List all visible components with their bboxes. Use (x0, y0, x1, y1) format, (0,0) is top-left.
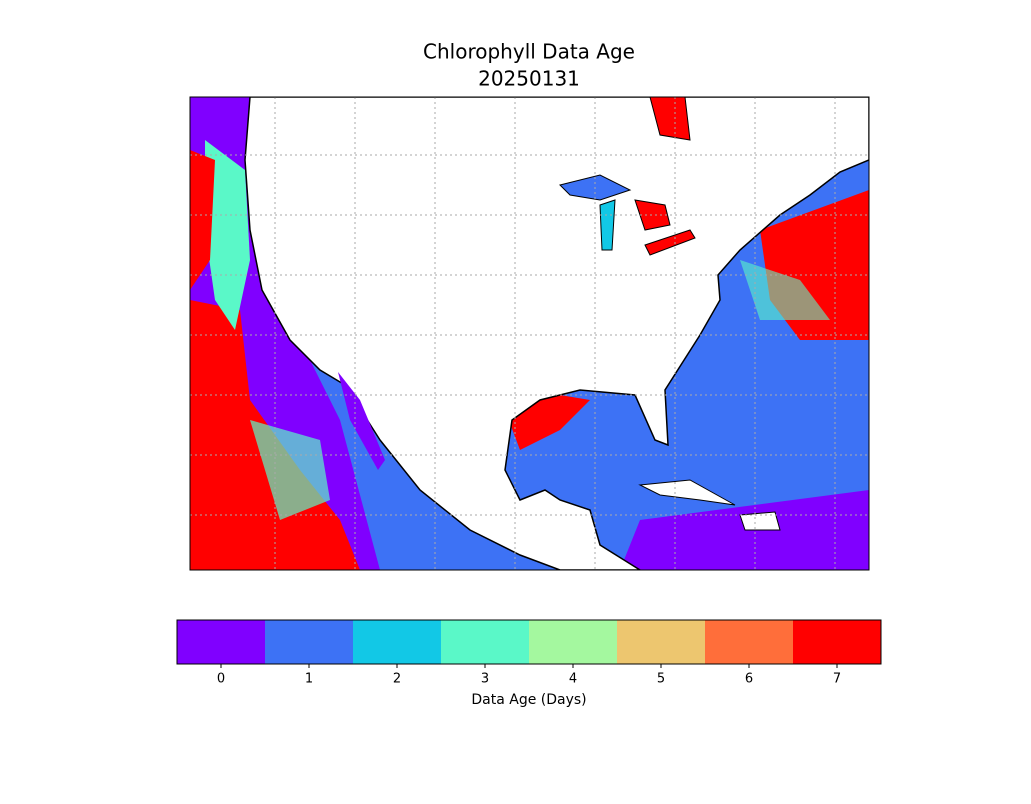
colorbar-swatch (705, 620, 794, 664)
graticule (190, 97, 869, 570)
colorbar-tick-label: 6 (745, 672, 753, 687)
lake-michigan (599, 199, 616, 251)
colorbar-tick-label: 3 (481, 672, 489, 687)
hudson-bay (649, 97, 691, 141)
pacific-patch (205, 140, 250, 330)
colorbar-label: Data Age (Days) (471, 692, 586, 708)
colorbar-tick-label: 1 (305, 672, 313, 687)
gulf-of-california (338, 372, 385, 470)
colorbar-tick-label: 0 (217, 672, 225, 687)
pacific-patch (190, 150, 215, 290)
hispaniola (739, 511, 781, 531)
colorbar-swatch (441, 620, 530, 664)
colorbar-swatch (617, 620, 706, 664)
colorbar-swatch (793, 620, 882, 664)
pacific-patch (250, 420, 330, 520)
colorbar-swatch (353, 620, 442, 664)
colorbar-swatch (177, 620, 266, 664)
colorbar-tick-label: 7 (833, 672, 841, 687)
colorbar-swatch (529, 620, 618, 664)
colorbar-swatch (265, 620, 354, 664)
map (190, 97, 869, 570)
colorbar-frame (176, 619, 882, 665)
colorbar-tick-label: 5 (657, 672, 665, 687)
colorbar-tick-label: 2 (393, 672, 401, 687)
colorbar: 0 1 2 3 4 5 6 7 (177, 620, 882, 687)
lake-huron (634, 199, 671, 231)
lake-erie (644, 229, 696, 256)
map-frame (189, 96, 870, 571)
map-title: Chlorophyll Data Age (423, 40, 635, 64)
colorbar-tick-label: 4 (569, 672, 577, 687)
atlantic-patch (740, 260, 830, 320)
cuba (638, 479, 736, 506)
map-date: 20250131 (478, 67, 580, 91)
